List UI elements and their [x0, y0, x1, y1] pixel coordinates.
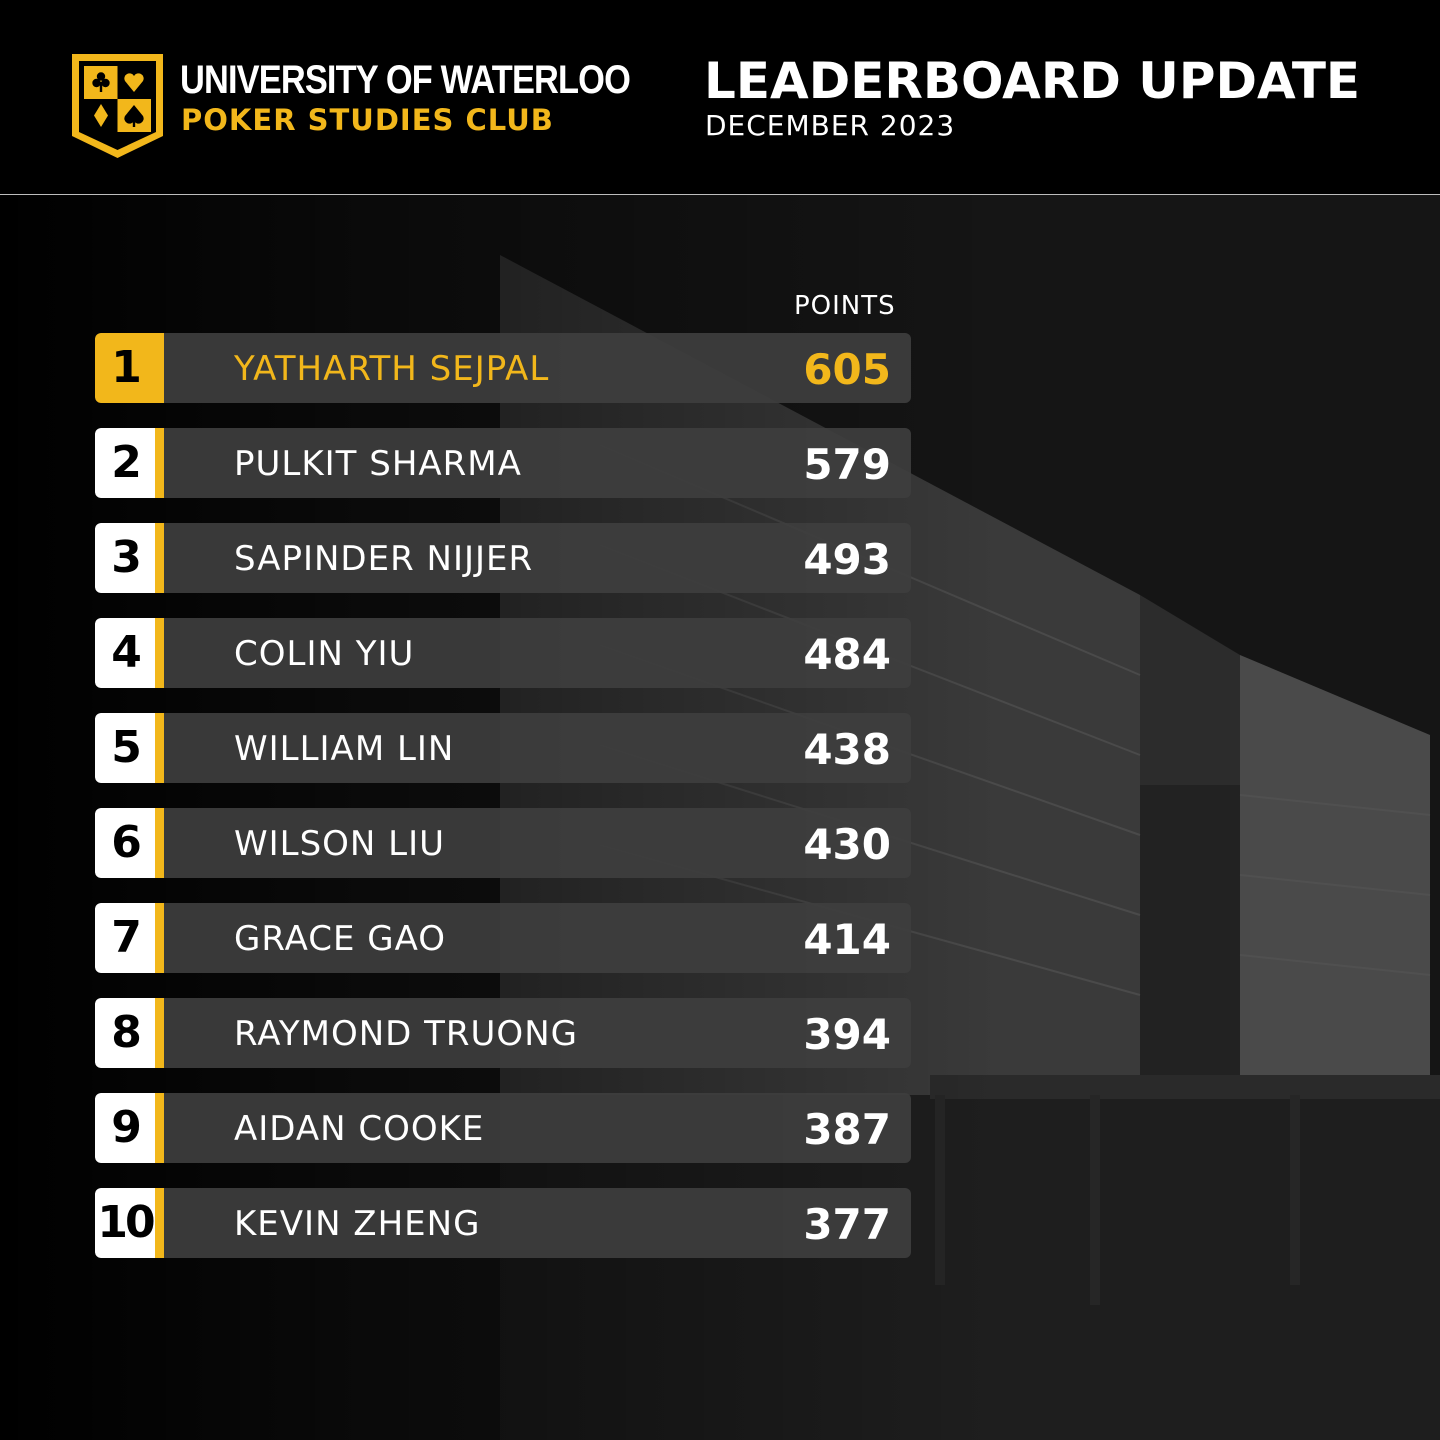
header: UNIVERSITY OF WATERLOO POKER STUDIES CLU…: [0, 0, 1440, 195]
player-name: COLIN YIU: [234, 634, 415, 674]
heart-suit-icon: [124, 73, 144, 92]
player-points: 387: [803, 1105, 891, 1154]
spade-suit-icon: [124, 105, 144, 127]
leaderboard-list: 1 YATHARTH SEJPAL 605 2 PULKIT SHARMA 57…: [95, 333, 911, 1283]
rank-badge: 7: [95, 903, 164, 973]
player-name: AIDAN COOKE: [234, 1109, 485, 1149]
leaderboard-row: 6 WILSON LIU 430: [95, 808, 911, 878]
club-name: UNIVERSITY OF WATERLOO: [180, 58, 631, 102]
page-title: LEADERBOARD UPDATE: [704, 52, 1361, 110]
leaderboard-row: 9 AIDAN COOKE 387: [95, 1093, 911, 1163]
leaderboard-row: 4 COLIN YIU 484: [95, 618, 911, 688]
player-points: 438: [803, 725, 891, 774]
player-name: YATHARTH SEJPAL: [234, 349, 550, 389]
player-name: RAYMOND TRUONG: [234, 1014, 578, 1054]
rank-badge: 2: [95, 428, 164, 498]
club-subtitle: POKER STUDIES CLUB: [181, 103, 554, 137]
club-suit-icon: [92, 72, 110, 92]
diamond-suit-icon: [94, 104, 108, 127]
player-name: KEVIN ZHENG: [234, 1204, 481, 1244]
player-name: PULKIT SHARMA: [234, 444, 522, 484]
player-name: GRACE GAO: [234, 919, 447, 959]
leaderboard-row: 7 GRACE GAO 414: [95, 903, 911, 973]
player-points: 605: [803, 345, 891, 394]
leaderboard-row: 1 YATHARTH SEJPAL 605: [95, 333, 911, 403]
leaderboard-row: 5 WILLIAM LIN 438: [95, 713, 911, 783]
points-column-header: POINTS: [794, 291, 896, 321]
player-points: 430: [803, 820, 891, 869]
player-name: WILSON LIU: [234, 824, 446, 864]
club-logo: [72, 54, 163, 158]
rank-badge: 4: [95, 618, 164, 688]
rank-badge: 3: [95, 523, 164, 593]
page-date: DECEMBER 2023: [705, 109, 956, 142]
leaderboard-row: 10 KEVIN ZHENG 377: [95, 1188, 911, 1258]
player-name: SAPINDER NIJJER: [234, 539, 534, 579]
leaderboard-row: 8 RAYMOND TRUONG 394: [95, 998, 911, 1068]
leaderboard-row: 3 SAPINDER NIJJER 493: [95, 523, 911, 593]
player-points: 484: [803, 630, 891, 679]
player-points: 493: [803, 535, 891, 584]
player-name: WILLIAM LIN: [234, 729, 455, 769]
rank-badge: 6: [95, 808, 164, 878]
player-points: 377: [803, 1200, 891, 1249]
player-points: 579: [803, 440, 891, 489]
rank-badge: 1: [95, 333, 164, 403]
rank-badge: 10: [95, 1188, 164, 1258]
leaderboard-row: 2 PULKIT SHARMA 579: [95, 428, 911, 498]
rank-badge: 5: [95, 713, 164, 783]
rank-badge: 8: [95, 998, 164, 1068]
rank-badge: 9: [95, 1093, 164, 1163]
player-points: 394: [803, 1010, 891, 1059]
player-points: 414: [803, 915, 891, 964]
